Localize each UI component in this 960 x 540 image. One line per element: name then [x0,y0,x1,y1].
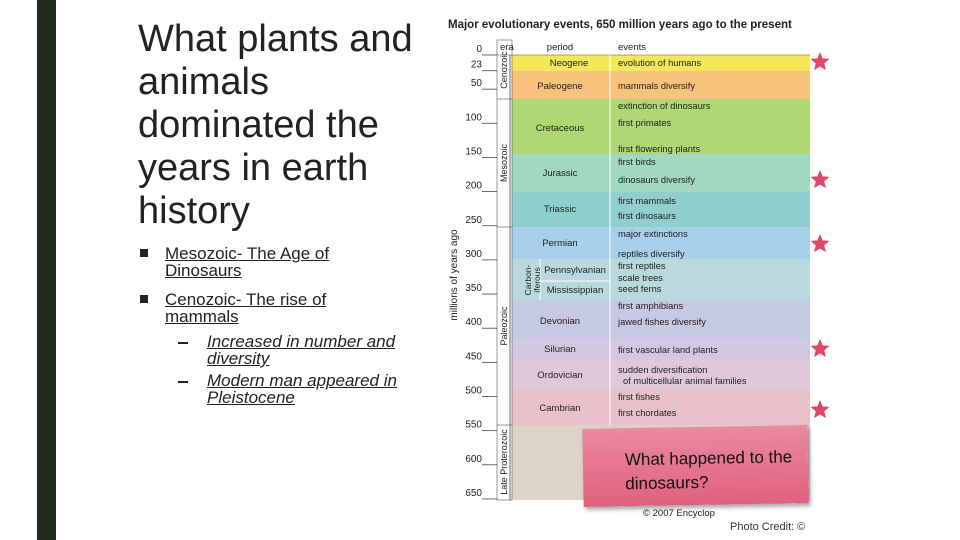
era-label: Cenozoic [499,51,509,89]
period-label: Paleogene [537,81,582,92]
era-column [496,39,513,501]
period-band [512,71,810,99]
tick-label: 500 [465,386,482,397]
event-label: major extinctions [618,229,688,239]
carboniferous-label: iferous [532,267,542,293]
column-header: period [547,42,573,53]
event-label: first reptiles [618,261,666,271]
era-label: Mesozoic [499,143,509,182]
event-label: scale trees [618,273,663,283]
bullet-marker [140,295,148,303]
event-label: first mammals [618,196,676,206]
event-label: first chordates [618,408,677,418]
event-label: first amphibians [618,301,683,311]
bullet: Mesozoic- The Age of Dinosaurs [165,244,330,280]
period-label: Devonian [540,316,580,327]
tick-label: 250 [465,215,482,226]
sub-marker [178,342,188,344]
tick-label: 50 [471,78,483,89]
period-label: Neogene [550,58,589,69]
sub-bullet: Increased in number and diversity [207,332,396,368]
period-label: Cretaceous [536,123,585,134]
star [810,234,830,253]
era-label: Late Proterozoic [499,429,509,495]
event-label: sudden diversification [618,365,707,375]
side-bar [37,0,56,540]
event-label: of multicellular animal families [623,376,747,386]
tick-label: 400 [465,317,482,328]
bullet-marker [140,249,148,257]
event-label: jawed fishes diversify [617,317,706,327]
event-label: first dinosaurs [618,211,676,221]
callout-text: What happened to the dinosaurs? [624,447,793,494]
tick-label: 550 [465,420,482,431]
period-band [512,259,810,300]
tick-label: 150 [465,146,482,157]
event-label: evolution of humans [618,58,702,68]
event-label: first flowering plants [618,144,701,154]
event-label: seed ferns [618,284,662,294]
figure-title: Major evolutionary events, 650 million y… [448,19,792,31]
period-band [512,338,810,360]
period-label: Jurassic [543,168,578,179]
period-label: Triassic [544,204,577,215]
tick-label: 300 [465,249,482,260]
period-band [512,300,810,338]
period-label: Pennsylvanian [544,265,606,276]
tick-label: 200 [465,181,482,192]
axis-label: millions of years ago [449,229,460,321]
bullet: Cenozoic- The rise of mammals [165,290,327,326]
event-label: reptiles diversify [618,249,685,259]
event-label: extinction of dinosaurs [618,101,711,111]
tick-label: 450 [465,351,482,362]
tick-label: 600 [465,454,482,465]
event-label: first fishes [618,392,660,402]
photo-credit: Photo Credit: © [730,521,805,533]
event-label: mammals diversify [618,81,695,91]
period-band [512,390,810,425]
star [810,52,830,71]
event-label: first primates [618,118,672,128]
period-band [512,154,810,192]
column-header: era [500,42,514,53]
event-label: dinosaurs diversify [618,175,695,185]
period-band [512,227,810,259]
event-label: first birds [618,157,656,167]
period-label: Permian [542,238,577,249]
period-band [512,360,810,390]
tick-label: 650 [465,488,482,499]
tick-label: 23 [471,60,483,71]
period-band [512,55,810,71]
tick-label: 0 [476,44,482,55]
event-label: first vascular land plants [618,345,718,355]
callout-note: What happened to the dinosaurs? [582,425,809,507]
period-label: Silurian [544,344,576,355]
sub-bullet: Modern man appeared in Pleistocene [207,371,397,407]
sub-marker [178,381,188,383]
period-label: Ordovician [537,370,582,381]
column-header: events [618,42,646,53]
slide-title: What plants and animals dominated the ye… [138,18,413,232]
figure-credit: © 2007 Encyclop [643,508,715,519]
star [810,400,830,419]
period-label: Cambrian [539,403,580,414]
period-band [512,192,810,227]
star [810,339,830,358]
period-band [512,99,810,154]
era-label: Paleozoic [499,306,509,346]
carboniferous-label: Carbon- [523,264,533,295]
tick-label: 100 [465,112,482,123]
star [810,170,830,189]
tick-label: 350 [465,283,482,294]
period-label: Mississippian [547,285,604,296]
